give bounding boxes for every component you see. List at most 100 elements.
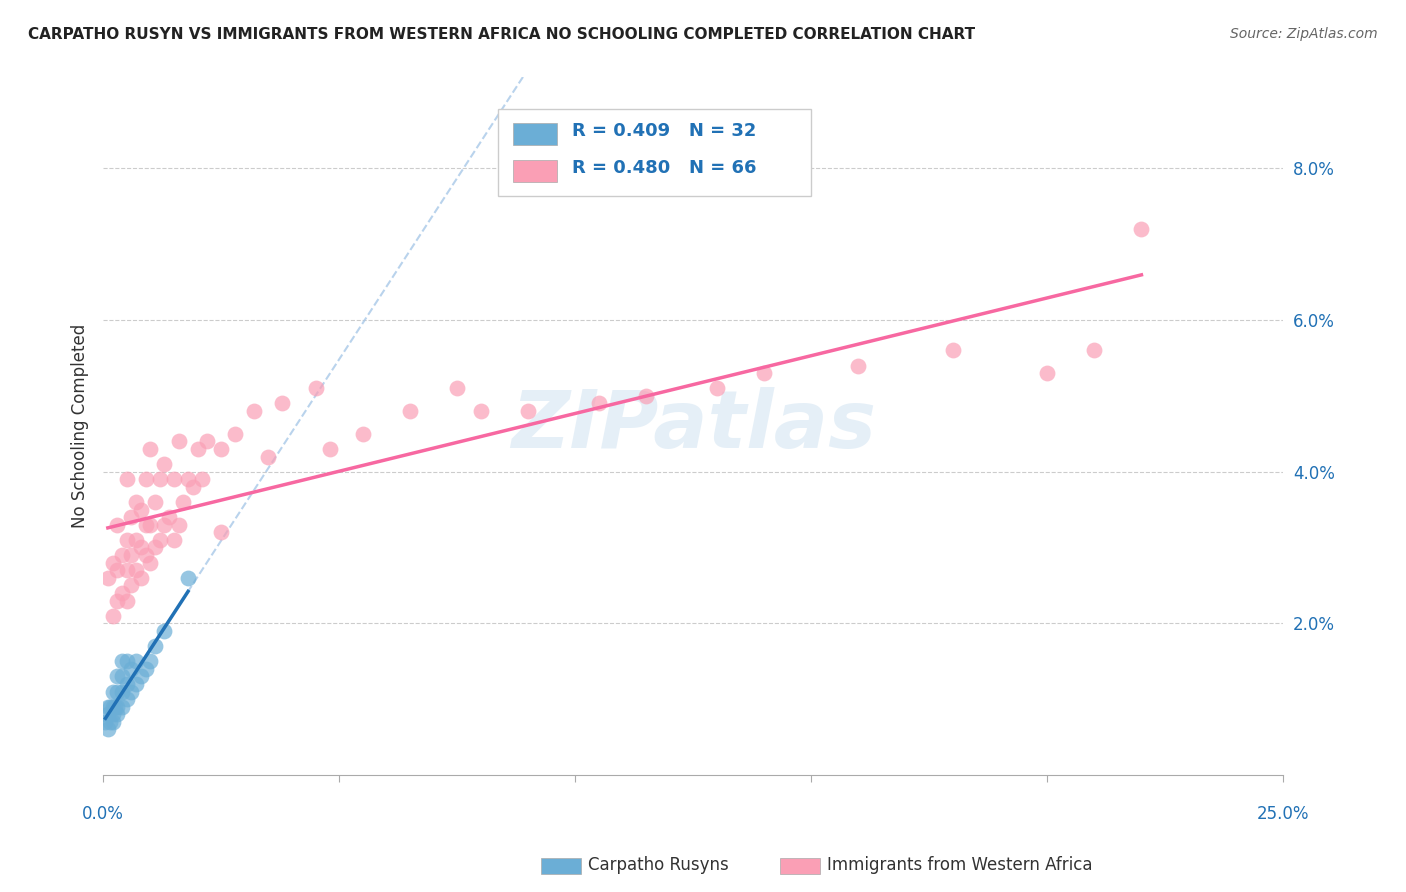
Point: [101, 608, 124, 623]
Point: [135, 472, 157, 486]
Point: [94, 714, 117, 729]
Point: [111, 699, 134, 714]
Point: [271, 396, 294, 410]
Point: [304, 381, 326, 395]
Point: [101, 684, 124, 698]
Text: 25.0%: 25.0%: [1257, 805, 1309, 823]
Point: [167, 517, 190, 532]
Point: [120, 510, 142, 524]
Point: [101, 714, 124, 729]
Point: [149, 472, 172, 486]
Point: [129, 541, 152, 555]
Point: [942, 343, 965, 358]
Point: [115, 533, 138, 547]
Point: [167, 434, 190, 449]
Text: ZIPatlas: ZIPatlas: [510, 387, 876, 466]
Point: [399, 404, 422, 418]
Text: R = 0.409   N = 32: R = 0.409 N = 32: [572, 122, 756, 140]
Point: [139, 654, 162, 668]
Point: [115, 563, 138, 577]
Point: [101, 699, 124, 714]
Point: [135, 517, 157, 532]
Point: [163, 472, 186, 486]
Point: [125, 563, 148, 577]
Point: [105, 699, 128, 714]
Point: [446, 381, 468, 395]
Point: [115, 692, 138, 706]
Point: [98, 714, 121, 729]
Point: [125, 654, 148, 668]
Text: Carpatho Rusyns: Carpatho Rusyns: [588, 856, 728, 874]
Point: [111, 586, 134, 600]
Point: [257, 450, 280, 464]
Point: [153, 457, 176, 471]
Point: [105, 669, 128, 683]
Point: [105, 517, 128, 532]
Point: [1130, 222, 1153, 236]
Point: [111, 654, 134, 668]
Point: [120, 662, 142, 676]
Point: [129, 669, 152, 683]
Point: [1083, 343, 1105, 358]
Point: [209, 525, 232, 540]
Point: [115, 677, 138, 691]
Point: [129, 571, 152, 585]
Point: [149, 533, 172, 547]
Point: [104, 699, 127, 714]
Point: [101, 707, 124, 722]
Point: [139, 556, 162, 570]
Point: [177, 571, 200, 585]
Point: [186, 442, 208, 456]
Point: [191, 472, 214, 486]
Point: [111, 669, 134, 683]
Point: [195, 434, 218, 449]
Point: [634, 389, 657, 403]
Point: [352, 426, 374, 441]
Point: [125, 495, 148, 509]
Point: [115, 472, 138, 486]
Point: [143, 639, 166, 653]
Point: [111, 684, 134, 698]
Point: [115, 654, 138, 668]
Point: [120, 684, 142, 698]
Point: [105, 593, 128, 607]
Point: [163, 533, 186, 547]
Point: [588, 396, 610, 410]
Point: [143, 541, 166, 555]
Point: [139, 517, 162, 532]
Point: [209, 442, 232, 456]
Point: [846, 359, 869, 373]
Point: [181, 480, 204, 494]
Point: [143, 495, 166, 509]
Point: [172, 495, 194, 509]
Point: [135, 662, 157, 676]
Point: [120, 578, 142, 592]
Point: [97, 707, 120, 722]
Y-axis label: No Schooling Completed: No Schooling Completed: [72, 324, 89, 528]
Point: [125, 533, 148, 547]
Point: [177, 472, 200, 486]
Point: [752, 366, 775, 380]
Point: [105, 563, 128, 577]
Point: [318, 442, 340, 456]
Point: [101, 556, 124, 570]
FancyBboxPatch shape: [513, 123, 557, 145]
Point: [97, 723, 120, 737]
Point: [224, 426, 246, 441]
Point: [157, 510, 180, 524]
Point: [153, 517, 176, 532]
Point: [105, 707, 128, 722]
FancyBboxPatch shape: [498, 109, 811, 196]
Point: [120, 548, 142, 562]
Point: [97, 699, 120, 714]
Point: [139, 442, 162, 456]
Text: Immigrants from Western Africa: Immigrants from Western Africa: [827, 856, 1092, 874]
Text: 0.0%: 0.0%: [82, 805, 124, 823]
Point: [135, 548, 157, 562]
Point: [706, 381, 728, 395]
Point: [1036, 366, 1059, 380]
Point: [153, 624, 176, 638]
Point: [111, 548, 134, 562]
Point: [516, 404, 538, 418]
Point: [243, 404, 266, 418]
